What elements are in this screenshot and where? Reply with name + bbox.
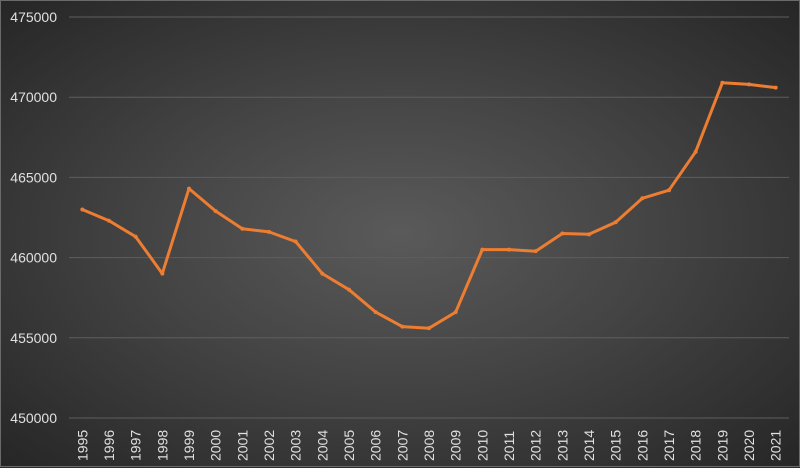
series-line <box>80 81 778 330</box>
x-tick-label: 1999 <box>181 430 197 461</box>
x-tick-label: 2021 <box>768 430 784 461</box>
data-point <box>347 287 351 292</box>
y-tick-label: 470000 <box>10 89 57 105</box>
x-tick-label: 2015 <box>608 430 624 461</box>
data-point <box>133 234 138 239</box>
data-point <box>267 229 271 234</box>
x-tick-label: 2010 <box>474 430 490 461</box>
x-tick-label: 2005 <box>341 430 357 461</box>
data-point <box>507 247 511 252</box>
x-tick-label: 2019 <box>714 430 730 461</box>
x-tick-label: 2002 <box>261 430 277 461</box>
x-tick-label: 2007 <box>394 430 410 461</box>
y-axis-tick-labels: 450000 455000 460000 465000 470000 475000 <box>10 9 57 426</box>
data-point <box>107 218 111 223</box>
series-layer <box>80 80 778 331</box>
data-point <box>187 186 191 191</box>
data-point <box>613 220 618 225</box>
y-tick-label: 475000 <box>10 9 57 25</box>
x-tick-label: 2009 <box>448 430 464 461</box>
x-tick-label: 2001 <box>234 430 250 461</box>
y-tick-label: 460000 <box>10 250 57 266</box>
data-point <box>560 231 565 236</box>
x-tick-label: 1998 <box>154 430 170 461</box>
data-point <box>320 271 325 276</box>
x-tick-label: 2006 <box>368 430 384 461</box>
data-point <box>640 196 645 201</box>
x-tick-label: 1995 <box>74 430 90 461</box>
x-tick-label: 2011 <box>501 431 517 461</box>
y-tick-label: 465000 <box>10 169 57 185</box>
data-point <box>80 207 85 212</box>
data-point <box>373 310 378 315</box>
x-axis-tick-labels: 1995 1996 1997 1998 1999 2000 2001 2002 2003 2004… <box>74 430 783 461</box>
x-tick-label: 2008 <box>421 430 437 461</box>
x-tick-label: 2003 <box>288 430 304 461</box>
x-tick-label: 2004 <box>314 430 330 461</box>
data-point <box>480 247 485 252</box>
data-point <box>587 232 591 237</box>
y-tick-label: 450000 <box>10 410 57 426</box>
data-point <box>293 239 298 244</box>
x-tick-label: 1996 <box>101 430 117 461</box>
data-point <box>213 209 218 214</box>
x-tick-label: 2020 <box>741 430 757 461</box>
x-tick-label: 2013 <box>554 430 570 461</box>
data-point <box>240 226 245 231</box>
data-point <box>533 249 538 254</box>
x-tick-label: 2016 <box>634 430 650 461</box>
data-point <box>400 324 405 329</box>
x-tick-label: 2014 <box>581 430 597 461</box>
data-point <box>453 310 458 315</box>
data-point <box>720 80 725 85</box>
x-tick-label: 2012 <box>528 430 544 461</box>
data-point <box>160 271 165 276</box>
data-point <box>427 326 431 331</box>
x-tick-label: 2017 <box>661 430 677 461</box>
y-tick-label: 455000 <box>10 330 57 346</box>
x-tick-label: 2000 <box>208 430 224 461</box>
data-point <box>693 149 698 154</box>
grid-lines <box>69 16 789 419</box>
x-tick-label: 2018 <box>688 430 704 461</box>
data-point <box>747 82 751 87</box>
x-tick-label: 1997 <box>128 430 144 461</box>
data-point <box>773 85 778 90</box>
data-point <box>667 188 671 193</box>
